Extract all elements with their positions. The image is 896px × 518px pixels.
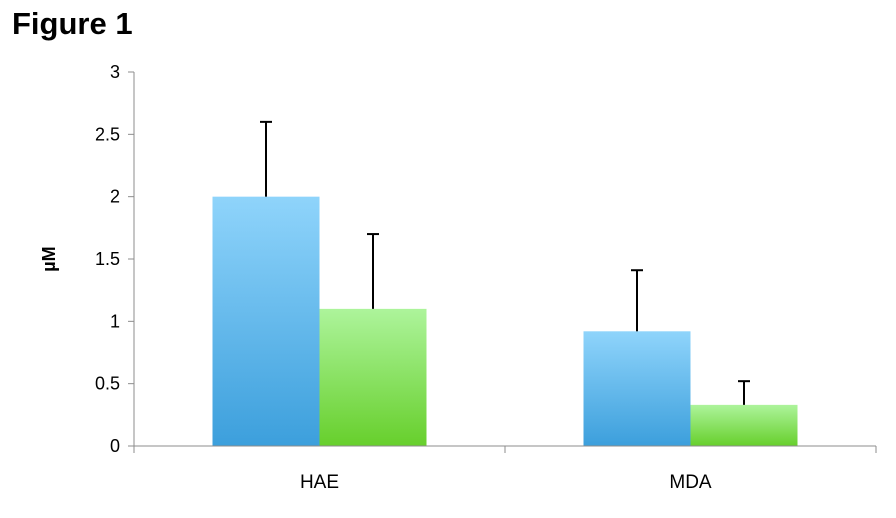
x-tick-label-mda: MDA [669, 472, 712, 493]
axes-layer: 0 0.5 1 1.5 2 2.5 3 HAE MDA [95, 62, 877, 493]
y-tick-label: 1 [110, 311, 120, 331]
bar-hae-series-1 [212, 196, 320, 446]
y-tick-label: 0 [110, 436, 120, 456]
y-tick-label: 0.5 [95, 374, 120, 394]
y-axis-label: µM [39, 246, 59, 271]
y-tick-label: 3 [110, 62, 120, 82]
bars-layer [212, 196, 798, 446]
bar-mda-series-2 [690, 404, 798, 446]
y-tick-label: 1.5 [95, 249, 120, 269]
y-tick-label: 2 [110, 187, 120, 207]
bar-hae-series-2 [319, 308, 427, 446]
y-tick-label: 2.5 [95, 124, 120, 144]
bar-mda-series-1 [583, 331, 691, 446]
chart-title: Figure 1 [12, 6, 133, 41]
error-bars-layer [260, 120, 750, 405]
x-tick-label-hae: HAE [300, 472, 339, 493]
